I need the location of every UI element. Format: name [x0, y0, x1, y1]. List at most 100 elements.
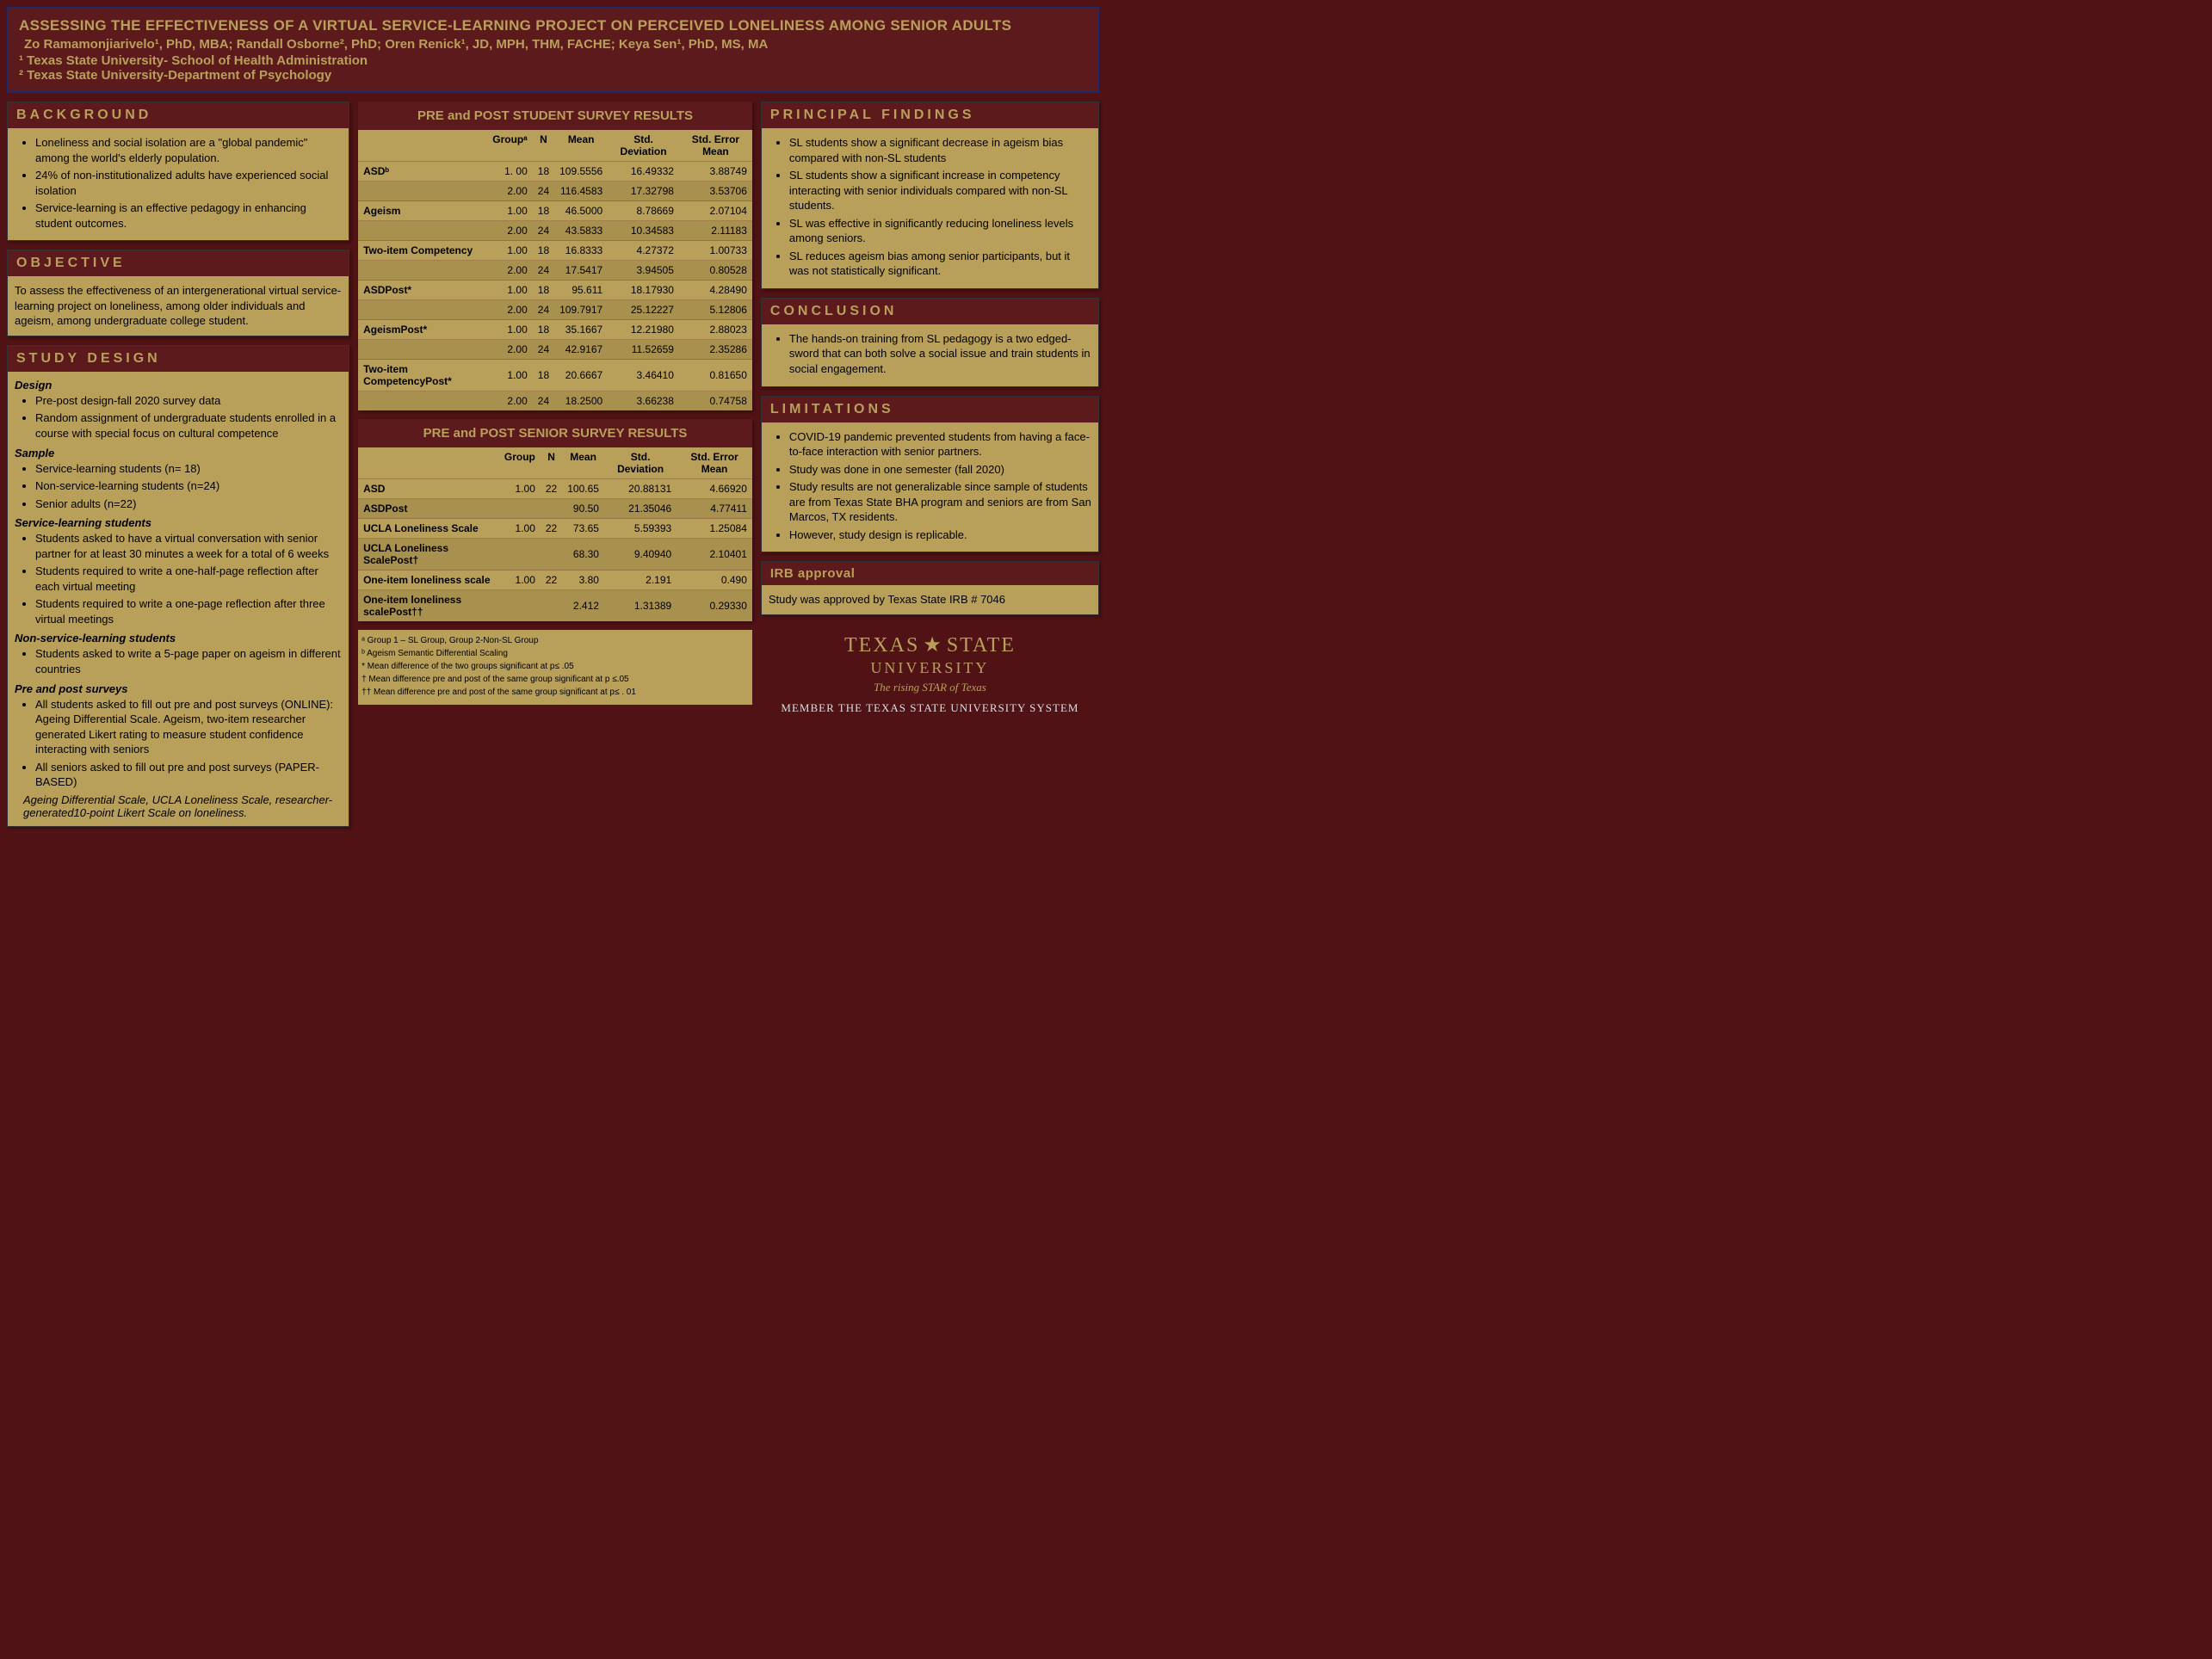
table-cell: 1.25084 — [677, 519, 752, 539]
table-cell: 18 — [533, 360, 554, 392]
authors: Zo Ramamonjiarivelo¹, PhD, MBA; Randall … — [19, 37, 1087, 52]
footnote: † Mean difference pre and post of the sa… — [361, 674, 749, 686]
table-cell: 2.00 — [487, 221, 533, 241]
table-cell: 2.00 — [487, 261, 533, 281]
table-header: Mean — [562, 447, 604, 479]
background-list: Loneliness and social isolation are a "g… — [15, 135, 342, 231]
objective-panel: OBJECTIVE To assess the effectiveness of… — [7, 250, 349, 336]
footnote: ᵇ Ageism Semantic Differential Scaling — [361, 648, 749, 660]
objective-text: To assess the effectiveness of an interg… — [15, 283, 342, 329]
design-subhead: Service-learning students — [15, 516, 342, 529]
table-cell: 18.2500 — [554, 392, 608, 411]
list-item: COVID-19 pandemic prevented students fro… — [789, 429, 1091, 459]
logo-texas: TEXAS — [844, 634, 919, 657]
list-item: 24% of non-institutionalized adults have… — [35, 168, 342, 198]
findings-list: SL students show a significant decrease … — [769, 135, 1091, 279]
table-row: ASDᵇ1. 0018109.555616.493323.88749 — [358, 162, 752, 182]
list-item: Students required to write a one-page re… — [35, 596, 342, 626]
irb-heading: IRB approval — [762, 562, 1098, 585]
table-cell: 3.66238 — [608, 392, 679, 411]
limitations-heading: LIMITATIONS — [762, 397, 1098, 422]
table-row: 2.0024109.791725.122275.12806 — [358, 300, 752, 320]
table-cell — [499, 539, 541, 570]
table-cell: 24 — [533, 300, 554, 320]
table-cell — [499, 499, 541, 519]
table-cell: 0.81650 — [679, 360, 752, 392]
table-cell: 1.00733 — [679, 241, 752, 261]
table-header: Std. Deviation — [604, 447, 677, 479]
table-cell: 42.9167 — [554, 340, 608, 360]
irb-panel: IRB approval Study was approved by Texas… — [761, 561, 1099, 615]
table-cell: 2.11183 — [679, 221, 752, 241]
table-cell: ASDᵇ — [358, 162, 487, 182]
table-cell: 43.5833 — [554, 221, 608, 241]
table-cell: 16.8333 — [554, 241, 608, 261]
irb-text: Study was approved by Texas State IRB # … — [769, 592, 1091, 607]
table-cell: 2.412 — [562, 590, 604, 622]
table-row: ASDPost90.5021.350464.77411 — [358, 499, 752, 519]
design-tail: Ageing Differential Scale, UCLA Loneline… — [15, 793, 342, 819]
table-cell: 4.28490 — [679, 281, 752, 300]
list-item: Pre-post design-fall 2020 survey data — [35, 393, 342, 409]
list-item: Random assignment of undergraduate stude… — [35, 410, 342, 441]
table-cell: 2.10401 — [677, 539, 752, 570]
table-cell — [358, 261, 487, 281]
table-cell: ASDPost — [358, 499, 499, 519]
conclusion-list: The hands-on training from SL pedagogy i… — [769, 331, 1091, 377]
table-cell: 8.78669 — [608, 201, 679, 221]
affiliation-2: ² Texas State University-Department of P… — [19, 68, 1087, 83]
table-cell: 24 — [533, 261, 554, 281]
table-cell: UCLA Loneliness ScalePost† — [358, 539, 499, 570]
affiliation-1: ¹ Texas State University- School of Heal… — [19, 53, 1087, 68]
table-header: Groupᵃ — [487, 130, 533, 162]
table-cell — [358, 182, 487, 201]
list-item: SL reduces ageism bias among senior part… — [789, 249, 1091, 279]
table-row: One-item loneliness scalePost††2.4121.31… — [358, 590, 752, 622]
table-cell: 18 — [533, 320, 554, 340]
list-item: Service-learning is an effective pedagog… — [35, 200, 342, 231]
table-cell: 2.00 — [487, 392, 533, 411]
table-row: 2.002443.583310.345832.11183 — [358, 221, 752, 241]
table-cell: 100.65 — [562, 479, 604, 499]
limitations-panel: LIMITATIONS COVID-19 pandemic prevented … — [761, 396, 1099, 553]
table-cell: 3.53706 — [679, 182, 752, 201]
table-cell: Ageism — [358, 201, 487, 221]
conclusion-heading: CONCLUSION — [762, 299, 1098, 324]
list-item: Study was done in one semester (fall 202… — [789, 462, 1091, 478]
table-cell — [541, 539, 562, 570]
list-item: All seniors asked to fill out pre and po… — [35, 760, 342, 790]
list-item: SL students show a significant increase … — [789, 168, 1091, 213]
table-cell: 24 — [533, 182, 554, 201]
table-cell: 18 — [533, 281, 554, 300]
table-cell: 24 — [533, 340, 554, 360]
table-cell: 68.30 — [562, 539, 604, 570]
table-cell: Two-item CompetencyPost* — [358, 360, 487, 392]
design-sublist: Students asked to write a 5-page paper o… — [15, 646, 342, 676]
table-row: One-item loneliness scale1.00223.802.191… — [358, 570, 752, 590]
table-cell: 2.00 — [487, 182, 533, 201]
table-cell: 95.611 — [554, 281, 608, 300]
list-item: Loneliness and social isolation are a "g… — [35, 135, 342, 165]
logo-state: STATE — [947, 634, 1016, 657]
table-cell: 1.00 — [499, 479, 541, 499]
table-cell: 2.35286 — [679, 340, 752, 360]
table-cell: 22 — [541, 479, 562, 499]
table-cell: 21.35046 — [604, 499, 677, 519]
table-cell: 1. 00 — [487, 162, 533, 182]
list-item: Service-learning students (n= 18) — [35, 461, 342, 477]
logo-university: UNIVERSITY — [761, 659, 1099, 677]
table-cell: 17.32798 — [608, 182, 679, 201]
list-item: Senior adults (n=22) — [35, 496, 342, 512]
table-cell: 3.94505 — [608, 261, 679, 281]
findings-heading: PRINCIPAL FINDINGS — [762, 102, 1098, 128]
table-cell: One-item loneliness scalePost†† — [358, 590, 499, 622]
poster-body: BACKGROUND Loneliness and social isolati… — [7, 102, 1099, 827]
table-cell: UCLA Loneliness Scale — [358, 519, 499, 539]
table-cell: 1.00 — [499, 570, 541, 590]
table-header: N — [533, 130, 554, 162]
table-cell: 12.21980 — [608, 320, 679, 340]
table-cell: 20.88131 — [604, 479, 677, 499]
table-header: Mean — [554, 130, 608, 162]
table-cell: 2.88023 — [679, 320, 752, 340]
table-cell: Two-item Competency — [358, 241, 487, 261]
